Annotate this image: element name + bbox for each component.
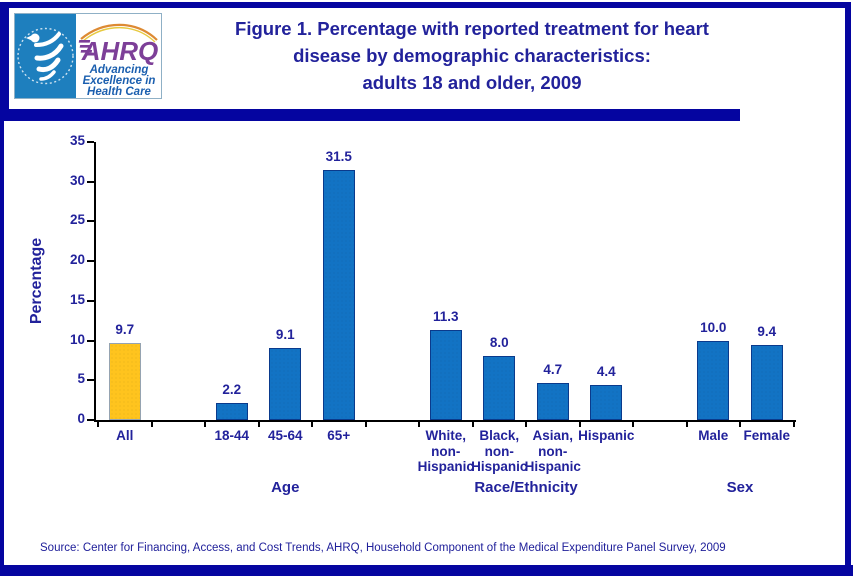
bar [322, 170, 355, 420]
y-tick [87, 379, 94, 382]
bar-value-label: 11.3 [432, 309, 459, 324]
hhs-ahrq-logo: AHRQ Advancing Excellence in Health Care [14, 13, 162, 99]
x-category-label: Asian, non- Hispanic [524, 428, 581, 474]
y-tick-label: 0 [77, 411, 85, 426]
y-tick [87, 180, 94, 183]
hhs-eagle-icon [17, 27, 74, 85]
bar [269, 348, 302, 420]
bar-value-label: 9.4 [757, 324, 777, 339]
svg-text:Health Care: Health Care [87, 86, 152, 98]
svg-text:Excellence in: Excellence in [83, 75, 156, 87]
x-tick [471, 422, 474, 427]
figure-title-line3: adults 18 and older, 2009 [362, 72, 582, 93]
x-category-label: Hispanic [578, 428, 635, 443]
x-category-label: 65+ [327, 428, 351, 443]
bar [215, 403, 248, 420]
bar-value-label: 31.5 [325, 149, 352, 164]
x-category-label: Black, non- Hispanic [471, 428, 528, 474]
x-tick [418, 422, 420, 427]
figure-title-line1: Figure 1. Percentage with reported treat… [235, 18, 709, 39]
group-label: Race/Ethnicity [474, 479, 578, 496]
y-tick-label: 5 [77, 371, 85, 387]
source-note: Source: Center for Financing, Access, an… [40, 542, 726, 554]
y-tick [87, 299, 94, 302]
ahrq-logo-text: AHRQ [81, 36, 159, 66]
group-label: Sex [726, 479, 754, 496]
figure-title: Figure 1. Percentage with reported treat… [196, 15, 748, 96]
frame-right-bar [845, 2, 851, 576]
bar [590, 385, 623, 420]
x-category-label: 45-64 [267, 428, 303, 443]
bar-value-label: 4.7 [543, 362, 563, 377]
x-tick [525, 422, 527, 427]
bar [536, 383, 569, 420]
y-tick [87, 141, 94, 143]
y-tick [87, 220, 94, 223]
x-tick [578, 422, 581, 427]
ahrq-wordmark: AHRQ [78, 23, 159, 66]
x-tick [364, 422, 367, 427]
bar-value-label: 8.0 [489, 335, 509, 350]
bar [108, 343, 141, 420]
bar [429, 330, 462, 420]
group-label: Age [271, 479, 300, 496]
figure-title-line2: disease by demographic characteristics: [293, 45, 651, 66]
bar-value-label: 4.4 [596, 364, 616, 379]
x-category-label: White, non- Hispanic [417, 428, 474, 474]
bar [750, 345, 783, 420]
bar [697, 341, 730, 420]
frame-bottom-bar [0, 565, 853, 576]
x-category-label: Female [743, 428, 791, 443]
x-tick [204, 422, 206, 427]
y-tick-label: 15 [69, 291, 85, 307]
frame-top-bar [0, 2, 851, 8]
y-axis-line [94, 142, 96, 422]
bar-value-label: 10.0 [700, 320, 727, 335]
y-axis-title: Percentage [28, 237, 45, 325]
x-tick [311, 422, 313, 427]
x-category-label: All [116, 428, 134, 443]
x-tick [257, 422, 260, 427]
y-tick-label: 30 [69, 172, 85, 188]
y-tick-label: 10 [69, 331, 85, 347]
y-tick [87, 339, 94, 342]
bar [483, 356, 516, 420]
y-tick-label: 20 [69, 252, 85, 268]
x-tick [739, 422, 741, 427]
bar-value-label: 9.1 [275, 327, 295, 342]
x-tick [97, 422, 99, 427]
y-tick [87, 260, 94, 263]
y-tick [87, 419, 94, 421]
x-tick [685, 422, 688, 427]
bar-value-label: 2.2 [222, 382, 242, 397]
frame-left-bar [0, 2, 9, 121]
bar-value-label: 9.7 [115, 322, 135, 337]
x-category-label: Male [698, 428, 729, 443]
x-tick [792, 422, 795, 427]
x-axis-line [94, 420, 796, 422]
header-divider-bar [0, 109, 740, 121]
x-tick [150, 422, 153, 427]
y-tick-label: 25 [69, 212, 85, 228]
frame-left-line [0, 121, 4, 565]
ahrq-tagline: Advancing Excellence in Health Care [83, 64, 156, 98]
svg-text:Advancing: Advancing [89, 64, 149, 76]
y-tick-label: 35 [69, 133, 85, 148]
x-tick [632, 422, 634, 427]
x-category-label: 18-44 [214, 428, 250, 443]
